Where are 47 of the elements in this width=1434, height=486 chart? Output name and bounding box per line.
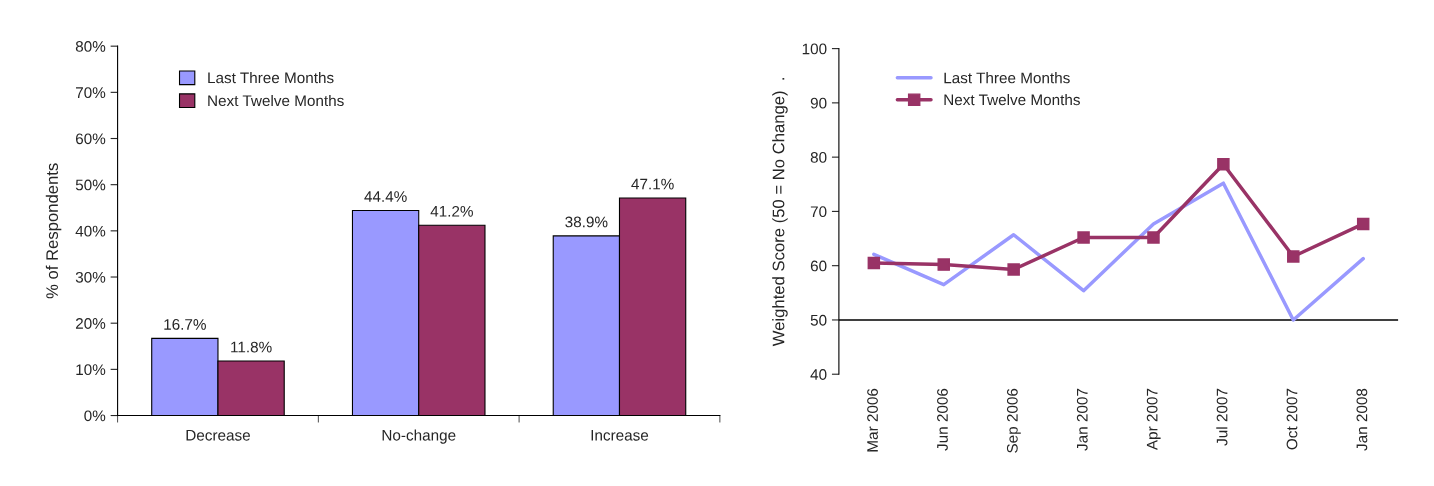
legend-label: Next Twelve Months — [944, 94, 1080, 106]
y-tick-label: 90 — [810, 97, 827, 109]
point — [867, 256, 881, 270]
x-tick-label: Jan 2007 — [1076, 388, 1088, 451]
y-tick-label: 70% — [75, 87, 106, 99]
text: 44.4% — [364, 191, 407, 202]
x-tick-label: Jan 2008 — [1356, 388, 1368, 451]
y-tick-label: 80 — [810, 152, 827, 163]
text: 47.1% — [631, 178, 674, 190]
y-tick-label: 30% — [75, 271, 106, 283]
y-tick-label: 70 — [810, 206, 827, 218]
x-tick-label: Jun 2006 — [937, 388, 948, 451]
y-tick-label: 0% — [84, 410, 106, 422]
y-tick-label: 60 — [810, 260, 827, 272]
y-tick-label: 60% — [75, 133, 106, 145]
x-tick-label: Sep 2006 — [1006, 388, 1021, 453]
y-axis-title: % of Respondents — [45, 163, 62, 299]
x-tick-label: Oct 2007 — [1286, 388, 1298, 450]
x-tick-label: Increase — [591, 429, 649, 441]
point — [1356, 217, 1370, 231]
point — [1147, 231, 1160, 244]
y-tick-label: 10% — [76, 364, 106, 376]
y-tick-label: 20% — [75, 318, 106, 329]
x-tick-label: Decrease — [186, 429, 250, 441]
text: 41.2% — [430, 205, 473, 217]
point — [1217, 157, 1230, 171]
text: 11.8% — [231, 341, 272, 353]
y-tick-label: 100 — [802, 43, 827, 55]
text: 16.7% — [164, 319, 206, 330]
legend-label: Last Three Months — [208, 72, 334, 84]
legend-label: Last Three Months — [944, 72, 1070, 84]
x-tick-label: Apr 2007 — [1146, 388, 1161, 451]
legend-label: Next Twelve Months — [208, 94, 344, 107]
point — [1007, 263, 1020, 276]
y-tick-label: 50 — [810, 314, 827, 326]
point — [1077, 231, 1090, 244]
y-tick-label: 40 — [810, 369, 827, 380]
text: 38.9% — [565, 216, 608, 228]
x-tick-label: No-change — [382, 429, 456, 444]
y-tick-label: 80% — [75, 41, 106, 52]
x-tick-label: Mar 2006 — [867, 388, 878, 452]
point — [937, 258, 951, 271]
y-axis-title: Weighted Score (50 = No Change) . — [772, 78, 788, 347]
x-tick-label: Jul 2007 — [1216, 388, 1228, 446]
y-tick-label: 50% — [75, 179, 106, 191]
y-tick-label: 40% — [75, 225, 106, 237]
point — [1287, 250, 1300, 263]
